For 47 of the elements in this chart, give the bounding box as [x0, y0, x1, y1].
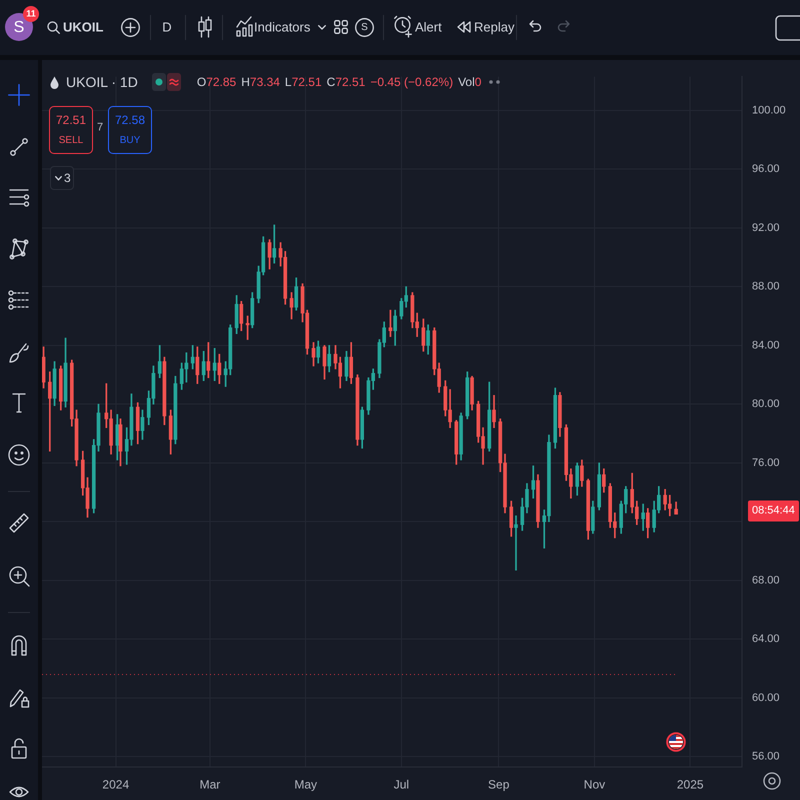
- x-tick-label: Sep: [488, 778, 510, 792]
- annotation: BUY: [120, 135, 140, 146]
- y-tick-label: 60.00: [752, 692, 780, 704]
- x-tick-label: Nov: [584, 778, 606, 792]
- annotation: Vol: [458, 75, 475, 89]
- x-tick-label: Jul: [394, 778, 410, 792]
- candlestick: [514, 515, 518, 570]
- annotation: 7: [96, 122, 104, 134]
- annotation: 72.58: [114, 113, 146, 127]
- y-tick-label: 80.00: [752, 398, 780, 410]
- annotation: 72.51: [292, 75, 322, 89]
- y-tick-label: 84.00: [752, 339, 780, 352]
- text: UKOIL: [63, 20, 104, 34]
- x-tick-label: 2025: [676, 778, 704, 792]
- y-tick-label: 76.00: [752, 456, 780, 469]
- annotation: H: [241, 75, 250, 89]
- y-tick-label: 68.00: [752, 574, 780, 586]
- y-tick-label: 64.00: [752, 633, 780, 646]
- text: S: [14, 18, 24, 36]
- candlestick: [388, 310, 392, 337]
- y-tick-label: 92.00: [752, 222, 780, 234]
- text: S: [361, 22, 368, 32]
- x-tick-label: 2024: [102, 778, 130, 792]
- chart-title: UKOIL · 1D: [66, 74, 138, 90]
- y-tick-label: 100.00: [752, 104, 786, 116]
- annotation: 72.51: [335, 75, 366, 89]
- annotation: 73.34: [250, 75, 280, 89]
- text: Replay: [474, 20, 514, 34]
- annotation: 72.85: [206, 75, 236, 89]
- annotation: C: [326, 75, 336, 89]
- annotation: O: [196, 75, 206, 89]
- text: D: [162, 20, 172, 34]
- annotation: 0: [474, 75, 482, 89]
- annotation: −0.45 (−0.62%): [370, 75, 454, 89]
- annotation: SELL: [58, 135, 84, 146]
- text: Indicators: [254, 20, 310, 34]
- y-tick-label: 88.00: [752, 280, 780, 293]
- annotation: 72.51: [56, 113, 86, 127]
- text: 11: [26, 8, 36, 18]
- annotation: 3: [64, 171, 71, 185]
- text: Alert: [415, 20, 442, 34]
- y-tick-label: 96.00: [752, 163, 780, 176]
- y-tick-label: 56.00: [752, 750, 780, 763]
- annotation: L: [284, 75, 292, 89]
- x-tick-label: Mar: [200, 778, 220, 792]
- x-tick-label: May: [294, 778, 318, 792]
- text: 08:54:44: [748, 500, 799, 522]
